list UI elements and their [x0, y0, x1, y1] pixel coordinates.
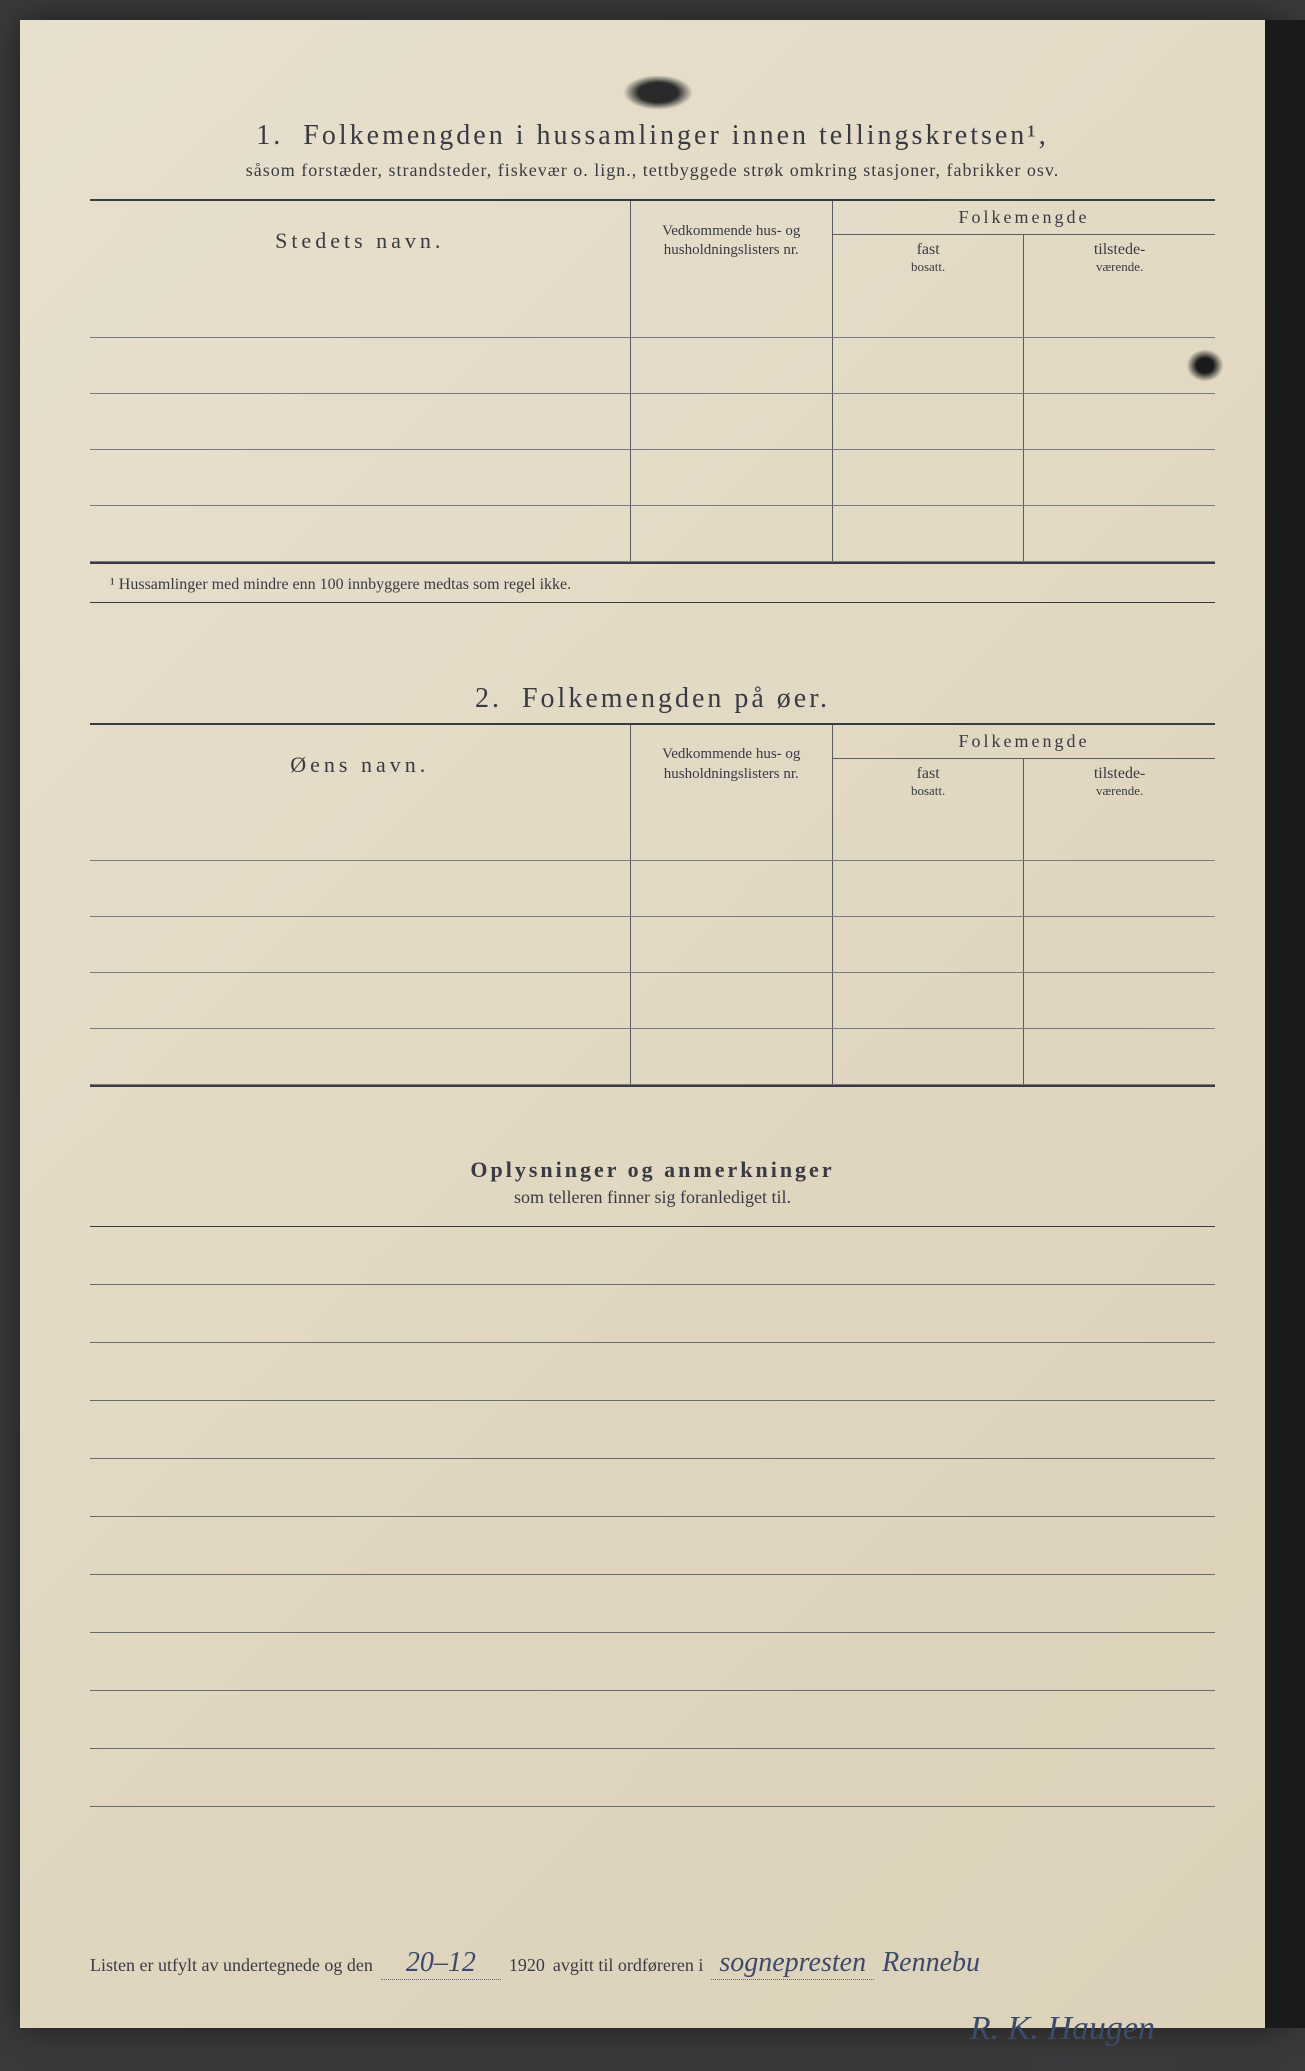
section-2-title: 2. Folkemengden på øer. [90, 683, 1215, 715]
section-3-title: Oplysninger og anmerkninger [90, 1157, 1215, 1183]
til-label: tilstede- [1094, 241, 1146, 258]
fast-label: fast [917, 241, 940, 258]
section-2: 2. Folkemengden på øer. Øens navn. Vedko… [90, 683, 1215, 1088]
col-header-pop: Folkemengde [833, 201, 1216, 235]
fast-sub: bosatt. [843, 783, 1013, 799]
section-2-rows [90, 805, 1215, 1085]
ink-blot [1185, 348, 1225, 383]
section-1-subtitle: såsom forstæder, strandsteder, fiskevær … [90, 160, 1215, 181]
fast-label: fast [917, 765, 940, 782]
section-1-rows [90, 281, 1215, 561]
fast-sub: bosatt. [843, 259, 1013, 275]
sig-date-handwritten: 20–12 [381, 1947, 501, 1980]
signature-block: Listen er utfylt av undertegnede og den … [90, 1947, 1215, 2071]
section-2-table: Øens navn. Vedkommende hus- og husholdni… [90, 725, 1215, 1086]
col-header-list: Vedkommende hus- og husholdningslisters … [630, 725, 833, 805]
census-form-page: 1. Folkemengden i hussamlinger innen tel… [20, 20, 1285, 2028]
col-header-list: Vedkommende hus- og husholdningslisters … [630, 201, 833, 281]
section-1-title-text: Folkemengden i hussamlinger innen tellin… [303, 120, 1048, 151]
col-header-til: tilstede- værende. [1024, 235, 1215, 282]
til-sub: værende. [1034, 259, 1205, 275]
col-header-til: tilstede- værende. [1024, 758, 1215, 805]
til-label: tilstede- [1094, 765, 1146, 782]
sig-place-1: sognepresten [711, 1947, 874, 1980]
section-2-title-text: Folkemengden på øer. [522, 683, 830, 714]
col-header-fast: fast bosatt. [833, 235, 1024, 282]
section-1: 1. Folkemengden i hussamlinger innen tel… [90, 120, 1215, 603]
sig-caption: (Tellerens underskrift.) [90, 2054, 1215, 2071]
section-2-number: 2. [475, 683, 502, 714]
ink-blot [623, 75, 693, 110]
sig-signature: R. K. Haugen [970, 2010, 1155, 2047]
section-1-title: 1. Folkemengden i hussamlinger innen tel… [90, 120, 1215, 152]
sig-prefix: Listen er utfylt av undertegnede og den [90, 1955, 373, 1976]
col-header-name: Stedets navn. [90, 201, 630, 281]
section-3: Oplysninger og anmerkninger som telleren… [90, 1157, 1215, 1807]
section-1-number: 1. [256, 120, 283, 151]
section-1-table: Stedets navn. Vedkommende hus- og hushol… [90, 201, 1215, 562]
sig-mid: avgitt til ordføreren i [553, 1955, 703, 1976]
col-header-pop: Folkemengde [833, 725, 1216, 759]
section-1-footnote: ¹ Hussamlinger med mindre enn 100 innbyg… [90, 564, 1215, 602]
section-3-subtitle: som telleren finner sig foranlediget til… [90, 1187, 1215, 1208]
rule [90, 1085, 1215, 1087]
col-header-fast: fast bosatt. [833, 758, 1024, 805]
remarks-lines [90, 1227, 1215, 1807]
sig-year: 1920 [509, 1955, 545, 1976]
rule [90, 602, 1215, 603]
sig-place-2: Rennebu [882, 1947, 980, 1979]
col-header-name: Øens navn. [90, 725, 630, 805]
til-sub: værende. [1034, 783, 1205, 799]
